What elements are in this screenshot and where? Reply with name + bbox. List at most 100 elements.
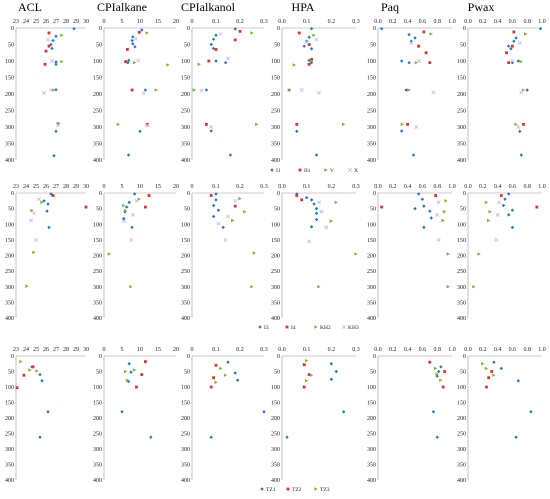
data-point-kh3-stroke-b [32,211,36,216]
y-tick-label: 400 [271,478,280,484]
data-point-tz2 [443,370,446,373]
y-tick-label: 200 [271,254,280,260]
data-point-v [132,60,137,65]
data-point-tz1 [127,362,131,366]
data-point-x-stroke-b [133,36,138,41]
data-point-kh3 [226,214,230,219]
data-point-tz1 [149,435,153,439]
data-point-i4 [84,205,88,209]
y-tick-label: 50 [370,370,376,376]
data-point-i1 [519,153,523,157]
data-point-i3 [46,202,50,206]
y-tick-label: 150 [457,401,466,407]
data-point-tz3 [492,373,496,377]
legend-label-ii1: II1 [304,168,311,174]
data-point-ii1 [297,31,301,35]
data-point-i3 [47,225,51,230]
data-point-i3 [221,225,225,230]
data-point-i3 [216,208,221,212]
y-tick-label: 350 [181,300,190,306]
data-point-i3 [417,192,421,196]
data-point-tz1 [233,371,237,375]
y-tick-label: 300 [271,285,280,291]
x-tick-label: 15 [155,347,161,353]
data-point-x [226,56,230,61]
x-tick-label: 0.8 [433,19,441,25]
panel-pwax-row-3: 0.0 0.2 0.4 0.6 0.8 1.0 0 50 100 150 200 250 300 350 4… [457,347,546,484]
x-tick-label: 5 [121,19,124,25]
data-point-ii1 [137,30,141,34]
y-tick-label: 250 [181,432,190,438]
data-point-kh3-stroke-b [29,218,33,223]
x-tick-label: 15 [155,19,161,25]
data-point-x-stroke-b [510,59,515,63]
y-tick-label: 150 [5,238,14,244]
data-point-kh3-stroke-b [129,237,134,242]
data-point-i1 [399,129,404,133]
data-point-kh3 [324,225,329,230]
y-tick-label: 250 [5,109,14,115]
data-point-x [317,90,321,95]
data-point-i1 [54,129,58,133]
data-point-kh2 [442,210,447,214]
data-point-tz2 [22,373,26,377]
x-tick-label: 0.2 [479,19,487,25]
data-point-v [166,63,170,67]
y-tick-label: 350 [93,300,102,306]
y-tick-label: 300 [5,447,14,453]
data-point-kh2 [122,203,126,208]
data-point-kh3-stroke-b [37,197,41,202]
header-cpialkane: CPIalkane [97,0,147,14]
data-point-x [299,88,304,93]
data-point-x [314,37,319,42]
data-point-tz1 [334,369,338,374]
y-tick-label: 150 [5,76,14,82]
data-point-tz1 [436,369,441,374]
y-tick-label: 100 [5,222,14,228]
y-tick-label: 100 [181,385,190,391]
data-point-i1 [54,88,58,92]
data-point-tz1 [499,366,503,371]
data-point-kh3 [319,209,324,214]
panel-pwax-row-2: 0.0 0.2 0.4 0.6 0.8 1.0 0 50 100 150 200 250 300 350 4… [457,184,546,322]
y-tick-label: 200 [5,254,14,260]
data-point-i1 [309,47,314,51]
data-point-i1 [138,129,142,133]
x-tick-label: 26 [43,184,49,190]
data-point-tz3 [132,368,137,372]
data-point-tz1 [492,360,496,364]
data-point-x [510,59,515,63]
data-point-i1 [304,39,309,43]
data-point-i3 [422,204,426,208]
y-tick-label: 250 [367,109,376,115]
data-point-i1 [516,59,521,63]
y-tick-label: 400 [5,158,14,164]
data-point-x-stroke-b [199,88,204,93]
x-tick-label: 5 [121,184,124,190]
x-tick-label: 0.0 [374,19,382,25]
x-tick-label: 0.1 [212,184,220,190]
data-point-ii1 [130,88,134,92]
y-tick-label: 250 [5,432,14,438]
x-tick-label: 30 [83,19,89,25]
panel-paq-row-1: 0.0 0.2 0.4 0.6 0.8 1.0 0 50 100 150 200 250 300 350 4… [367,19,456,164]
data-point-kh2 [252,251,257,255]
y-tick-label: 150 [271,76,280,82]
y-tick-label: 250 [93,109,102,115]
legend-label-kh3: KH3 [348,325,359,331]
data-point-x-stroke-b [431,90,436,95]
data-point-x-stroke-b [517,40,522,45]
data-point-x [517,40,522,45]
data-point-x [133,36,138,41]
data-point-tz2 [144,360,147,363]
y-tick-label: 50 [184,43,190,49]
data-point-kh2 [40,200,44,205]
data-point-x-stroke-b [42,91,46,95]
y-tick-label: 300 [457,125,466,131]
data-point-i1 [302,44,306,48]
y-tick-label: 400 [5,478,14,484]
data-point-i3 [501,203,506,208]
data-point-i3 [503,197,507,201]
data-point-i1 [538,26,543,31]
